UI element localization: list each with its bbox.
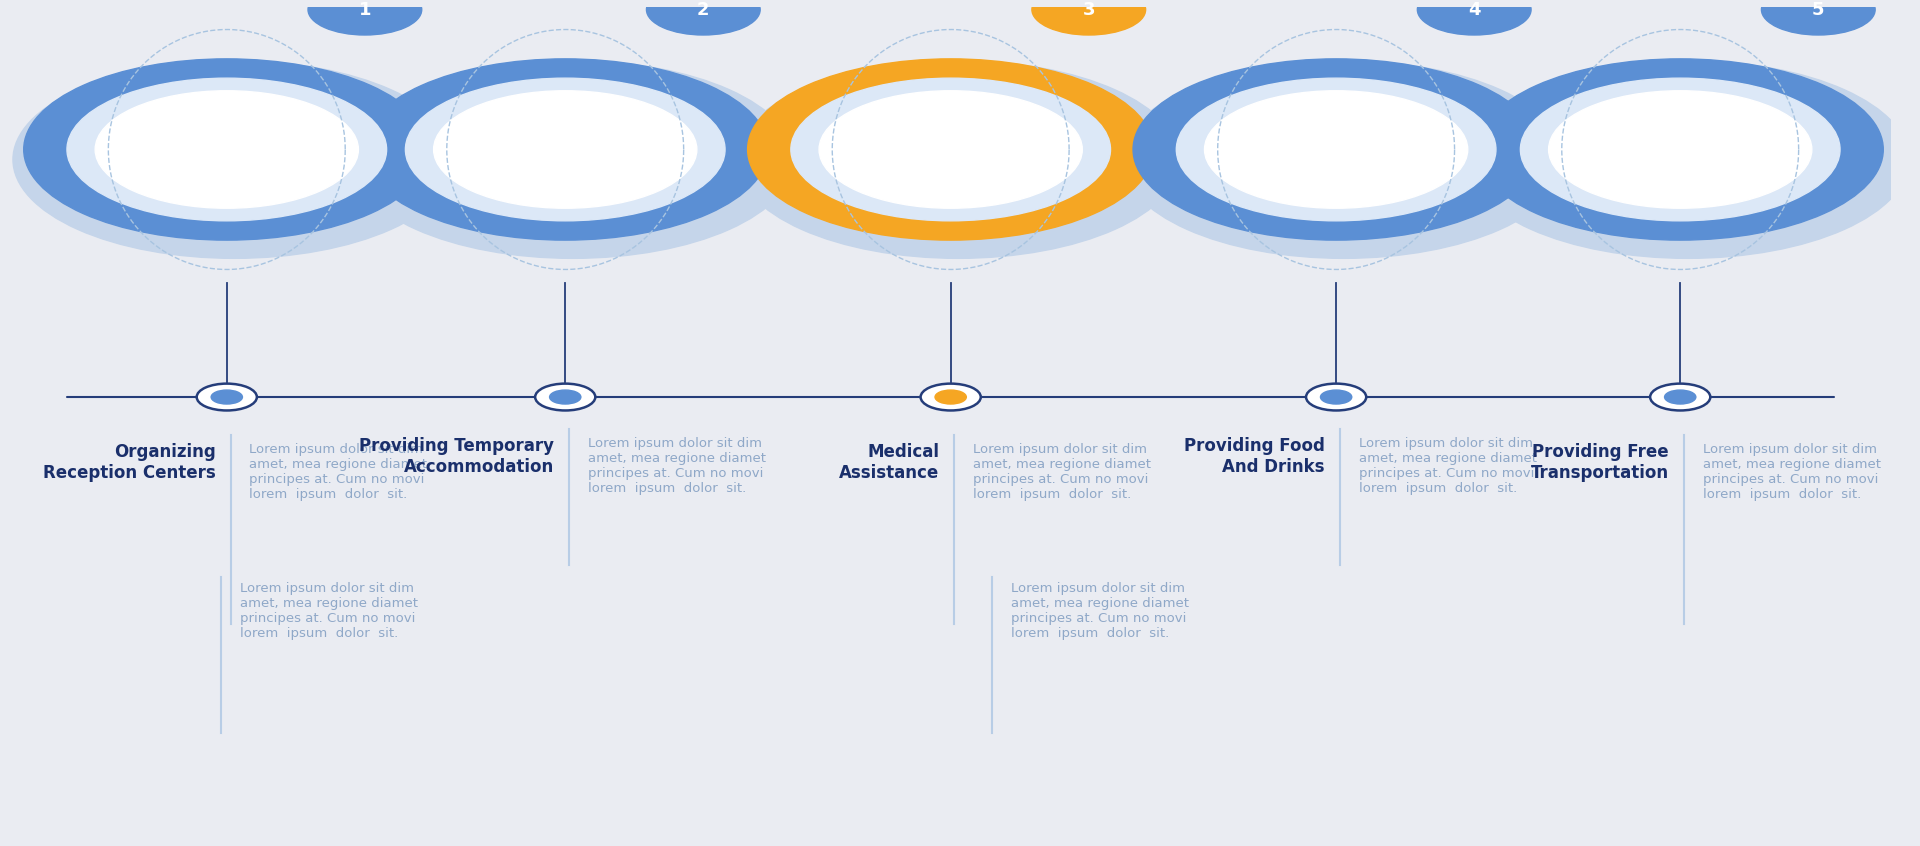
- Text: Lorem ipsum dolor sit dim
amet, mea regione diamet
principes at. Cum no movi
lor: Lorem ipsum dolor sit dim amet, mea regi…: [240, 582, 419, 640]
- Circle shape: [96, 91, 359, 208]
- Circle shape: [1133, 59, 1540, 240]
- Circle shape: [363, 59, 768, 240]
- Circle shape: [791, 78, 1110, 221]
- Circle shape: [1467, 61, 1908, 258]
- Circle shape: [1476, 59, 1884, 240]
- Text: Lorem ipsum dolor sit dim
amet, mea regione diamet
principes at. Cum no movi
lor: Lorem ipsum dolor sit dim amet, mea regi…: [973, 443, 1152, 501]
- Circle shape: [1549, 91, 1812, 208]
- Circle shape: [935, 390, 966, 404]
- Text: Providing Free
Transportation: Providing Free Transportation: [1530, 443, 1668, 482]
- Circle shape: [747, 59, 1154, 240]
- Circle shape: [1204, 91, 1467, 208]
- Circle shape: [737, 61, 1179, 258]
- Circle shape: [1321, 390, 1352, 404]
- Text: 2: 2: [697, 1, 710, 19]
- Text: Organizing
Reception Centers: Organizing Reception Centers: [42, 443, 215, 482]
- Circle shape: [647, 0, 760, 35]
- Circle shape: [1306, 383, 1367, 410]
- Circle shape: [1665, 390, 1695, 404]
- Text: Lorem ipsum dolor sit dim
amet, mea regione diamet
principes at. Cum no movi
lor: Lorem ipsum dolor sit dim amet, mea regi…: [1010, 582, 1188, 640]
- Text: Medical
Assistance: Medical Assistance: [839, 443, 939, 482]
- Text: Lorem ipsum dolor sit dim
amet, mea regione diamet
principes at. Cum no movi
lor: Lorem ipsum dolor sit dim amet, mea regi…: [1703, 443, 1882, 501]
- Text: Providing Food
And Drinks: Providing Food And Drinks: [1185, 437, 1325, 476]
- Circle shape: [1521, 78, 1839, 221]
- Circle shape: [196, 383, 257, 410]
- Circle shape: [307, 0, 422, 35]
- Circle shape: [820, 91, 1083, 208]
- Text: Lorem ipsum dolor sit dim
amet, mea regione diamet
principes at. Cum no movi
lor: Lorem ipsum dolor sit dim amet, mea regi…: [1359, 437, 1536, 495]
- Circle shape: [351, 61, 795, 258]
- Text: Lorem ipsum dolor sit dim
amet, mea regione diamet
principes at. Cum no movi
lor: Lorem ipsum dolor sit dim amet, mea regi…: [588, 437, 766, 495]
- Text: 4: 4: [1469, 1, 1480, 19]
- Text: 3: 3: [1083, 1, 1094, 19]
- Circle shape: [405, 78, 726, 221]
- Circle shape: [549, 390, 582, 404]
- Circle shape: [1649, 383, 1711, 410]
- Text: Lorem ipsum dolor sit dim
amet, mea regione diamet
principes at. Cum no movi
lor: Lorem ipsum dolor sit dim amet, mea regi…: [250, 443, 428, 501]
- Text: Providing Temporary
Accommodation: Providing Temporary Accommodation: [359, 437, 555, 476]
- Circle shape: [1177, 78, 1496, 221]
- Circle shape: [23, 59, 430, 240]
- Circle shape: [13, 61, 455, 258]
- Circle shape: [920, 383, 981, 410]
- Text: 5: 5: [1812, 1, 1824, 19]
- Circle shape: [1761, 0, 1876, 35]
- Circle shape: [1123, 61, 1565, 258]
- Circle shape: [1031, 0, 1146, 35]
- Text: 1: 1: [359, 1, 371, 19]
- Circle shape: [536, 383, 595, 410]
- Circle shape: [67, 78, 386, 221]
- Circle shape: [211, 390, 242, 404]
- Circle shape: [434, 91, 697, 208]
- Circle shape: [1417, 0, 1530, 35]
